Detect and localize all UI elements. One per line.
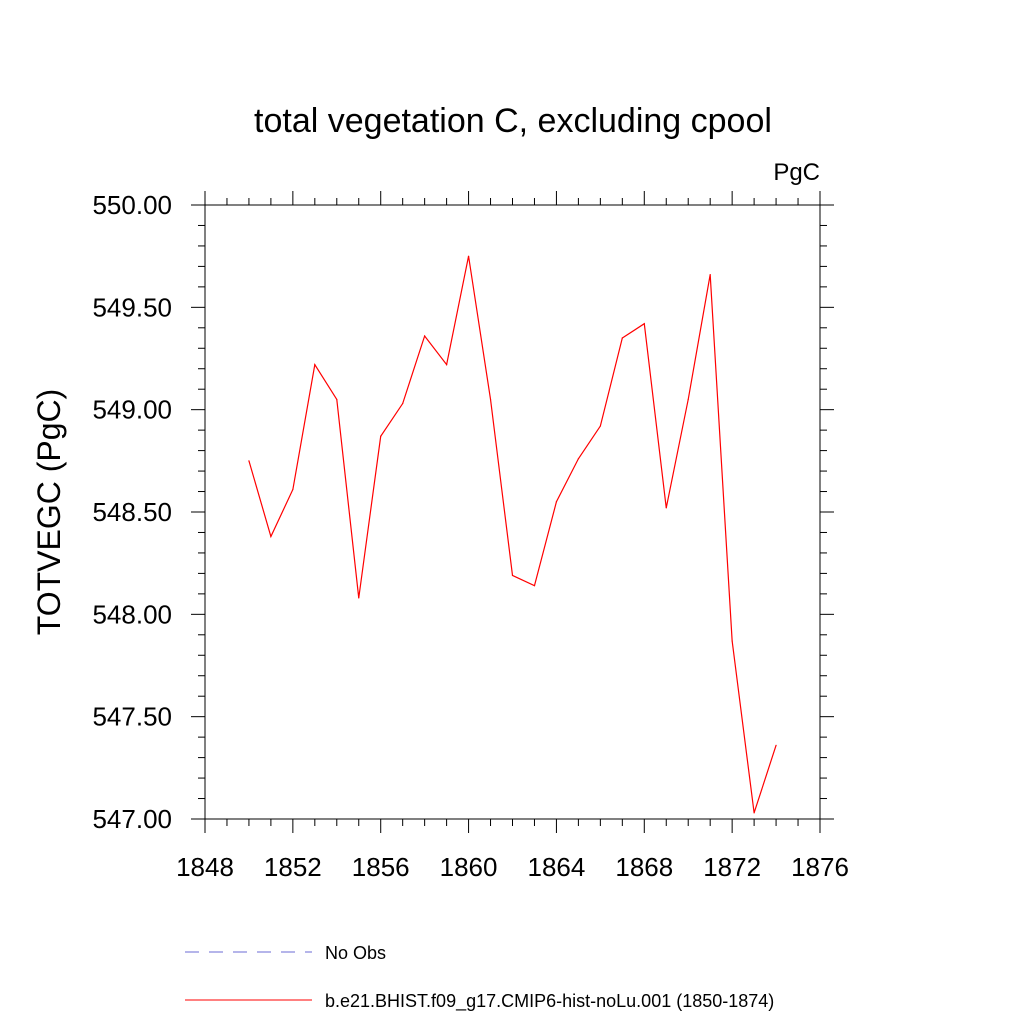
data-point	[533, 585, 536, 587]
data-point	[446, 364, 448, 366]
data-point	[402, 402, 404, 405]
data-point	[555, 501, 558, 503]
y-tick-label: 548.00	[92, 599, 172, 629]
y-tick-label: 549.00	[92, 395, 172, 425]
data-point	[380, 435, 382, 437]
data-point	[511, 574, 514, 577]
x-tick-label: 1872	[703, 852, 761, 882]
data-point	[467, 255, 470, 257]
y-axis-label: TOTVEGC (PgC)	[31, 389, 67, 636]
data-point	[753, 812, 755, 814]
y-tick-label: 548.50	[92, 497, 172, 527]
x-tick-label: 1852	[264, 852, 322, 882]
series-group	[248, 255, 777, 814]
y-tick-label: 550.00	[92, 190, 172, 220]
data-point	[621, 337, 623, 339]
data-point	[775, 744, 777, 746]
y-tick-labels: 547.00 547.50 548.00 548.50 549.00 549.50 550.…	[92, 190, 172, 834]
data-point	[314, 364, 316, 366]
series-line	[248, 256, 777, 814]
chart-title: total vegetation C, excluding cpool	[254, 102, 772, 140]
data-point	[248, 460, 250, 462]
x-tick-label: 1848	[176, 852, 234, 882]
data-point	[358, 597, 360, 599]
legend-label: No Obs	[325, 943, 386, 963]
x-tick-label: 1860	[440, 852, 498, 882]
data-point	[709, 273, 711, 276]
data-point	[665, 507, 667, 509]
data-point	[599, 425, 601, 427]
x-tick-label: 1856	[352, 852, 410, 882]
y-tick-label: 547.50	[92, 702, 172, 732]
axis-ticks	[191, 191, 834, 833]
data-point	[731, 640, 733, 642]
data-point	[292, 488, 294, 491]
data-point	[270, 535, 272, 538]
x-tick-label: 1868	[615, 852, 673, 882]
data-point	[687, 398, 689, 401]
y-tick-label: 547.00	[92, 804, 172, 834]
legend: No Obs b.e21.BHIST.f09_g17.CMIP6-hist-noL…	[185, 943, 774, 1012]
data-point	[424, 335, 426, 337]
data-point	[489, 398, 492, 401]
y-tick-label: 549.50	[92, 292, 172, 322]
data-point	[643, 323, 645, 325]
x-tick-label: 1876	[791, 852, 849, 882]
data-point	[577, 458, 579, 460]
legend-label: b.e21.BHIST.f09_g17.CMIP6-hist-noLu.001 …	[325, 991, 774, 1012]
x-tick-label: 1864	[528, 852, 586, 882]
units-label: PgC	[773, 159, 820, 186]
data-point	[336, 398, 338, 401]
plot-frame	[204, 204, 821, 820]
x-tick-labels: 1848 1852 1856 1860 1864 1868 1872 1876	[176, 852, 849, 882]
